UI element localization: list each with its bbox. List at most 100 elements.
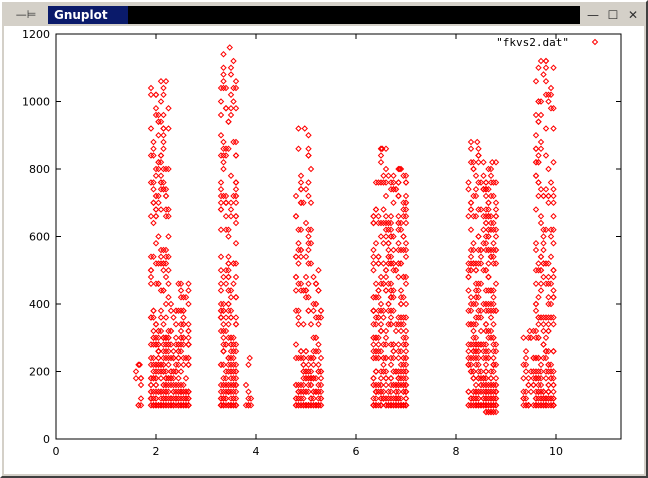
data-point xyxy=(162,395,170,402)
title-bar[interactable]: —⊨ Gnuplot — ☐ ✕ xyxy=(4,4,644,26)
data-point xyxy=(545,260,552,267)
data-point xyxy=(490,321,497,328)
data-point xyxy=(550,348,557,355)
data-point xyxy=(372,381,380,389)
data-point xyxy=(380,179,387,186)
data-point xyxy=(535,267,542,274)
data-point xyxy=(370,219,377,227)
data-point xyxy=(172,341,180,348)
data-point xyxy=(490,361,497,368)
data-point xyxy=(492,246,500,254)
data-point xyxy=(490,192,497,200)
data-point xyxy=(177,294,185,301)
maximize-button[interactable]: ☐ xyxy=(607,8,619,22)
data-point xyxy=(550,368,557,375)
data-point xyxy=(387,294,395,301)
data-point xyxy=(392,327,400,335)
data-point xyxy=(180,395,187,402)
data-point xyxy=(377,179,385,186)
data-point xyxy=(217,287,225,294)
title-area[interactable]: Gnuplot xyxy=(48,6,580,24)
data-point xyxy=(292,273,300,281)
data-point xyxy=(532,368,540,375)
data-point xyxy=(225,233,232,240)
data-point xyxy=(222,213,230,220)
data-point xyxy=(305,294,312,301)
data-point xyxy=(317,354,325,362)
data-point xyxy=(315,267,322,274)
data-point xyxy=(377,145,385,152)
data-point xyxy=(302,348,310,355)
data-point xyxy=(542,395,550,402)
data-point xyxy=(470,165,477,173)
data-point xyxy=(385,246,392,254)
data-point xyxy=(482,240,490,247)
data-point xyxy=(295,354,302,362)
data-point xyxy=(185,341,192,348)
data-point xyxy=(152,321,160,328)
data-point xyxy=(535,402,542,409)
data-point xyxy=(185,341,192,348)
data-point xyxy=(372,395,380,402)
data-point xyxy=(370,246,377,254)
data-point xyxy=(370,294,377,301)
data-point xyxy=(540,233,547,240)
data-point xyxy=(397,294,405,301)
data-point xyxy=(392,388,400,395)
minimize-button[interactable]: — xyxy=(587,8,599,22)
data-point xyxy=(535,179,542,186)
data-point xyxy=(547,226,555,233)
data-point xyxy=(310,307,317,314)
data-point xyxy=(152,165,160,173)
data-point xyxy=(382,368,390,375)
data-point xyxy=(540,226,547,233)
data-point xyxy=(550,186,557,193)
close-button[interactable]: ✕ xyxy=(627,8,639,22)
data-point xyxy=(222,341,230,348)
data-point xyxy=(520,388,527,395)
data-point xyxy=(397,321,405,328)
data-point xyxy=(547,91,555,98)
data-point xyxy=(492,348,500,355)
data-point xyxy=(177,388,185,395)
data-point xyxy=(292,395,300,402)
data-point xyxy=(230,348,237,355)
data-point xyxy=(162,375,170,382)
data-point xyxy=(532,172,540,179)
data-point xyxy=(387,402,395,409)
data-point xyxy=(370,267,377,274)
data-point xyxy=(147,84,155,92)
data-point xyxy=(402,354,410,362)
data-point xyxy=(382,287,390,294)
data-point xyxy=(397,361,405,368)
data-point xyxy=(470,321,477,328)
data-point xyxy=(395,375,402,382)
x-tick-label: 0 xyxy=(53,445,60,458)
data-point xyxy=(185,341,192,348)
data-point xyxy=(225,300,232,308)
data-point xyxy=(297,402,305,409)
data-point xyxy=(550,402,557,409)
data-point xyxy=(167,354,175,362)
data-point xyxy=(550,199,557,206)
data-point xyxy=(375,219,382,227)
data-point xyxy=(475,341,482,348)
data-point xyxy=(482,219,490,227)
data-point xyxy=(372,321,380,328)
data-point xyxy=(400,172,407,179)
data-point xyxy=(545,388,552,395)
data-point xyxy=(550,395,557,402)
data-point xyxy=(177,402,185,409)
data-point xyxy=(165,213,172,220)
data-point xyxy=(300,368,307,375)
data-point xyxy=(380,388,387,395)
data-point xyxy=(157,118,165,125)
data-point xyxy=(480,381,487,389)
data-point xyxy=(162,381,170,389)
data-point xyxy=(305,381,312,389)
data-point xyxy=(297,186,305,193)
data-point xyxy=(400,294,407,301)
window-menu-icon[interactable]: —⊨ xyxy=(15,8,37,21)
data-point xyxy=(387,253,395,260)
data-point xyxy=(232,78,240,85)
